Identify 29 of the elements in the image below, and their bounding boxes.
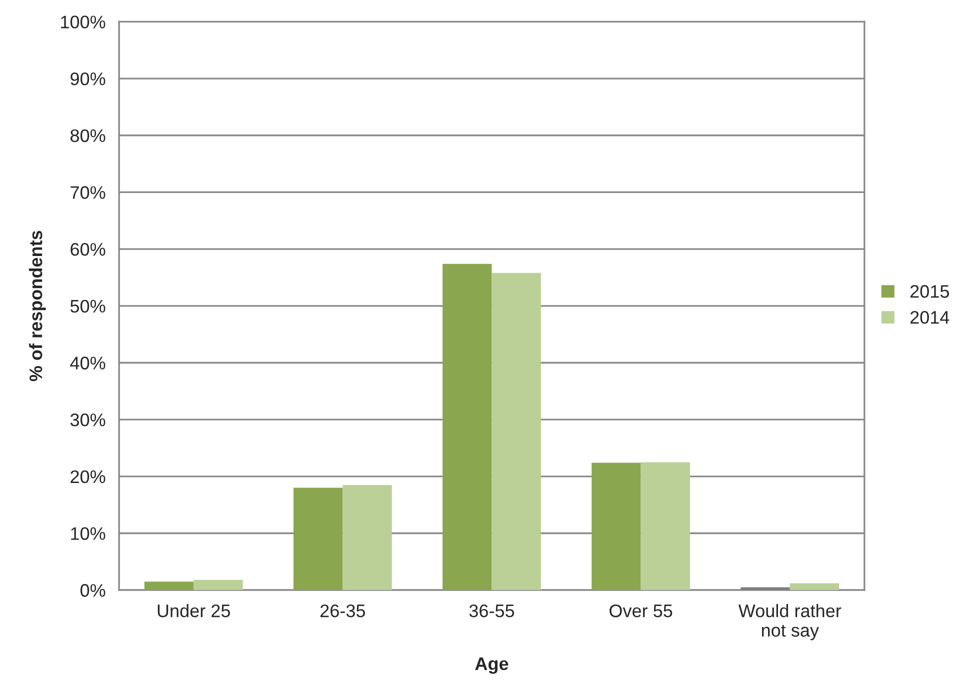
bar: [342, 484, 392, 590]
bar: [640, 462, 690, 590]
x-tick-label: Under 25: [158, 604, 230, 618]
x-tick-label: Would rather not say: [738, 604, 842, 640]
y-tick-label: 50%: [70, 300, 106, 313]
bar: [790, 583, 840, 590]
y-tick-label: 0%: [80, 584, 106, 597]
y-tick-label: 40%: [70, 356, 106, 370]
y-axis-title: % of respondents: [28, 230, 46, 382]
bar: [194, 580, 243, 590]
bar: [293, 488, 343, 590]
x-tick-label: 26-35: [320, 604, 366, 618]
legend-label: 2014: [910, 310, 950, 324]
bar: [592, 462, 641, 590]
bar: [442, 264, 492, 590]
y-tick-label: 60%: [70, 242, 106, 256]
y-tick-label: 90%: [70, 72, 106, 86]
y-tick-label: 100%: [61, 16, 106, 28]
y-tick-label: 10%: [71, 527, 106, 540]
y-tick-label: 30%: [70, 414, 106, 426]
x-tick-label: 36-55: [469, 604, 514, 618]
y-tick-label: 20%: [70, 470, 106, 484]
legend-label: 2015: [910, 285, 949, 298]
y-tick-label: 80%: [70, 129, 106, 142]
x-axis-title: Age: [475, 658, 508, 674]
y-tick-label: 70%: [70, 186, 106, 199]
bar: [144, 582, 194, 590]
x-tick-label: Over 55: [610, 604, 672, 618]
bar: [492, 272, 541, 590]
